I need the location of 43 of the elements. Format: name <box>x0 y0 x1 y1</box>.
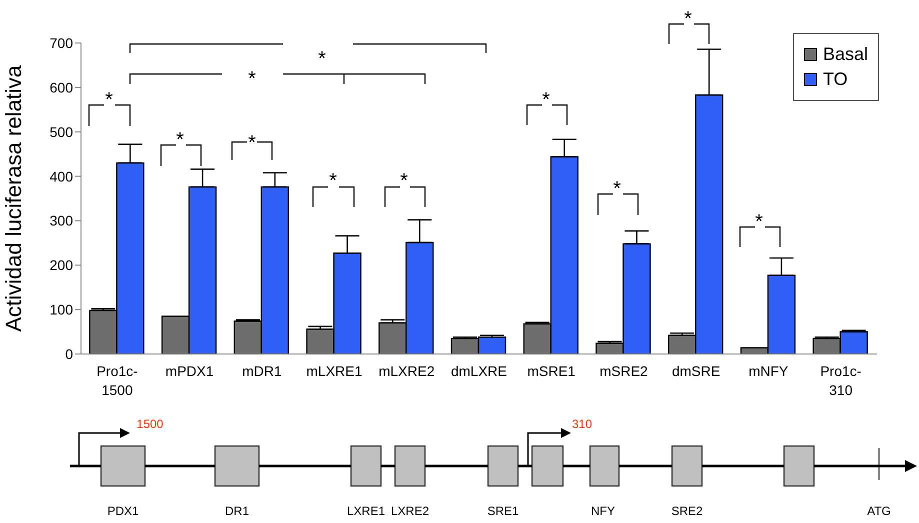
x-tick-label: mNFY <box>748 363 789 379</box>
annotation: * <box>613 178 622 200</box>
annotation: * <box>329 170 338 192</box>
y-tick-label: 600 <box>50 79 74 96</box>
legend-label: Basal <box>822 44 868 65</box>
annotation: * <box>248 68 256 90</box>
x-tick-label: Pro1c-1500 <box>96 363 138 398</box>
y-tick-label: 200 <box>50 257 74 274</box>
text: ATG <box>867 504 891 518</box>
y-tick-label: 100 <box>50 302 74 318</box>
legend-label: TO <box>822 69 848 90</box>
text: LXRE1 <box>346 504 386 518</box>
y-tick-label: 500 <box>50 124 74 140</box>
x-tick-label: mSRE1 <box>527 363 576 379</box>
text: LXRE2 <box>390 504 430 518</box>
y-axis-title: Actividad luciferasa relativa <box>0 64 26 332</box>
text: SRE1 <box>487 504 519 518</box>
annotation: * <box>400 170 408 192</box>
annotation: * <box>248 132 256 154</box>
text: PDX1 <box>107 504 139 518</box>
y-tick-label: 400 <box>50 168 74 184</box>
x-tick-label: dmLXRE <box>450 363 508 379</box>
x-tick-label: mLXRE2 <box>378 363 435 379</box>
annotation: * <box>105 89 114 111</box>
text: DR1 <box>224 504 250 518</box>
annotation: * <box>755 211 764 233</box>
annotation: * <box>542 89 550 111</box>
text: 310 <box>572 417 592 431</box>
text: * <box>684 8 692 30</box>
text: SRE2 <box>671 504 703 518</box>
text: 1500 <box>136 417 164 431</box>
y-tick-label: 300 <box>50 212 74 229</box>
y-tick-label: 700 <box>50 34 74 51</box>
x-tick-label: mSRE2 <box>600 363 648 379</box>
text: NFY <box>591 504 615 518</box>
x-tick-label: mPDX1 <box>165 363 214 379</box>
y-tick-label: 0 <box>65 346 74 362</box>
x-tick-label: Pro1c-310 <box>820 363 862 398</box>
x-tick-label: mDR1 <box>242 363 282 379</box>
annotation: * <box>176 129 184 151</box>
annotation: * <box>318 48 326 70</box>
x-tick-label: dmSRE <box>672 363 720 379</box>
x-tick-label: mLXRE1 <box>306 363 362 379</box>
